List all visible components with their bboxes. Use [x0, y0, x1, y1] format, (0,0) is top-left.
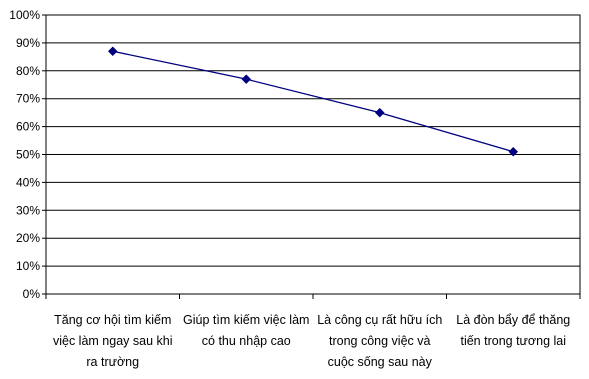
y-tick-label: 0% [23, 287, 41, 301]
y-axis-tick-labels: 0% 10% 20% 30% 40% 50% 60% 70% 80% 90% 100% [9, 8, 40, 301]
series-line [112, 50, 514, 153]
y-tick-label: 80% [16, 64, 40, 78]
y-tick-label: 20% [16, 231, 40, 245]
series [107, 46, 519, 157]
y-tick-label: 90% [16, 36, 40, 50]
data-point-marker [241, 74, 252, 85]
x-tick-label: Giúp tìm kiếm việc làm có thu nhập cao [183, 313, 309, 348]
x-axis-tick-labels: Tăng cơ hội tìm kiếm việc làm ngay sau kh… [53, 313, 570, 369]
x-tick-label: Là công cụ rất hữu ích trong công việc và… [317, 313, 442, 369]
data-point-marker [374, 107, 385, 118]
y-tick-label: 60% [16, 120, 40, 134]
x-tick-label: Là đòn bẩy để thăng tiến trong tương lai [456, 313, 570, 348]
y-tick-label: 50% [16, 148, 40, 162]
gridlines [46, 14, 580, 267]
axes [42, 14, 581, 299]
y-tick-label: 30% [16, 203, 40, 217]
data-point-marker [508, 146, 519, 157]
y-tick-label: 100% [9, 8, 40, 22]
y-tick-label: 10% [16, 259, 40, 273]
y-tick-label: 70% [16, 92, 40, 106]
y-tick-label: 40% [16, 175, 40, 189]
x-tick-label: Tăng cơ hội tìm kiếm việc làm ngay sau kh… [53, 313, 173, 369]
data-point-marker [107, 46, 118, 57]
